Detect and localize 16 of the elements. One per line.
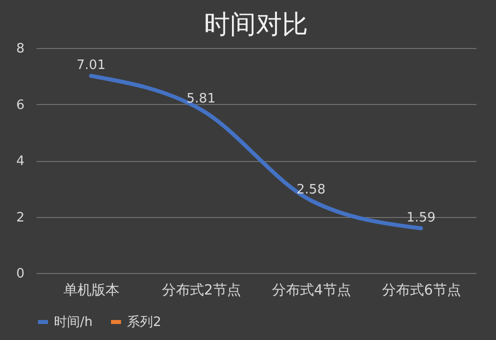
data-label: 5.81 (186, 92, 216, 107)
y-tick-label: 4 (16, 154, 24, 169)
y-tick-label: 8 (16, 42, 24, 56)
x-tick-label: 分布式2节点 (162, 282, 241, 298)
data-label: 1.59 (406, 210, 436, 226)
y-tick-label: 0 (16, 266, 24, 282)
data-label: 7.01 (76, 58, 106, 73)
legend-label: 时间/h (54, 315, 93, 330)
chart-title: 时间对比 (204, 10, 308, 40)
x-tick-label: 单机版本 (64, 282, 120, 298)
legend-label: 系列2 (127, 315, 162, 330)
y-tick-label: 6 (16, 98, 24, 113)
x-tick-label: 分布式4节点 (272, 282, 351, 298)
x-tick-label: 分布式6节点 (382, 282, 461, 298)
y-tick-label: 2 (16, 210, 24, 226)
data-label: 2.58 (296, 182, 326, 198)
